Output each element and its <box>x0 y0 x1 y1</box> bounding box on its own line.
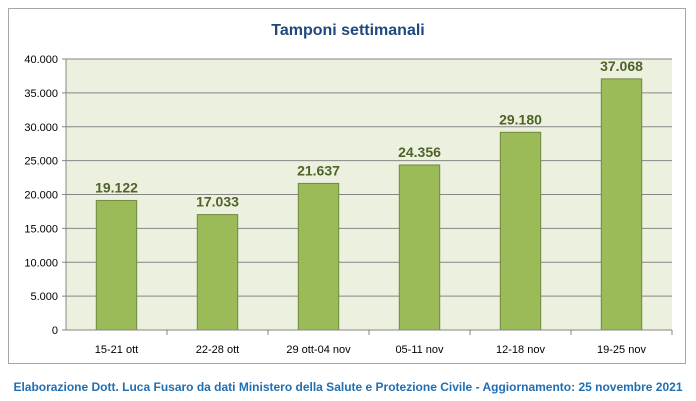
bar <box>600 78 643 331</box>
x-tick-label: 19-25 nov <box>597 344 646 356</box>
source-footer: Elaborazione Dott. Luca Fusaro da dati M… <box>13 380 683 394</box>
bar <box>499 131 542 331</box>
y-tick-label: 10.000 <box>24 257 58 269</box>
bar <box>95 199 138 331</box>
data-label: 29.180 <box>499 111 542 127</box>
y-tick-label: 25.000 <box>24 156 58 168</box>
x-tick-label: 22-28 ott <box>196 344 239 356</box>
data-label: 24.356 <box>398 144 441 160</box>
data-label: 37.068 <box>600 58 643 74</box>
y-tick-label: 5.000 <box>30 291 58 303</box>
y-tick-label: 35.000 <box>24 88 58 100</box>
bar <box>398 164 441 331</box>
x-tick-label: 15-21 ott <box>95 344 138 356</box>
x-tick-label: 05-11 nov <box>395 344 444 356</box>
chart-title: Tamponi settimanali <box>271 22 425 39</box>
data-label: 17.033 <box>196 194 239 210</box>
x-tick-label: 29 ott-04 nov <box>286 344 351 356</box>
data-label: 19.122 <box>95 179 138 195</box>
y-tick-label: 30.000 <box>24 122 58 134</box>
y-tick-label: 0 <box>52 325 58 337</box>
bar <box>196 214 239 331</box>
y-tick-label: 20.000 <box>24 190 58 202</box>
data-label: 21.637 <box>297 162 340 178</box>
y-tick-label: 15.000 <box>24 223 58 235</box>
y-tick-label: 40.000 <box>24 54 58 66</box>
bar <box>297 182 340 331</box>
x-tick-label: 12-18 nov <box>496 344 545 356</box>
